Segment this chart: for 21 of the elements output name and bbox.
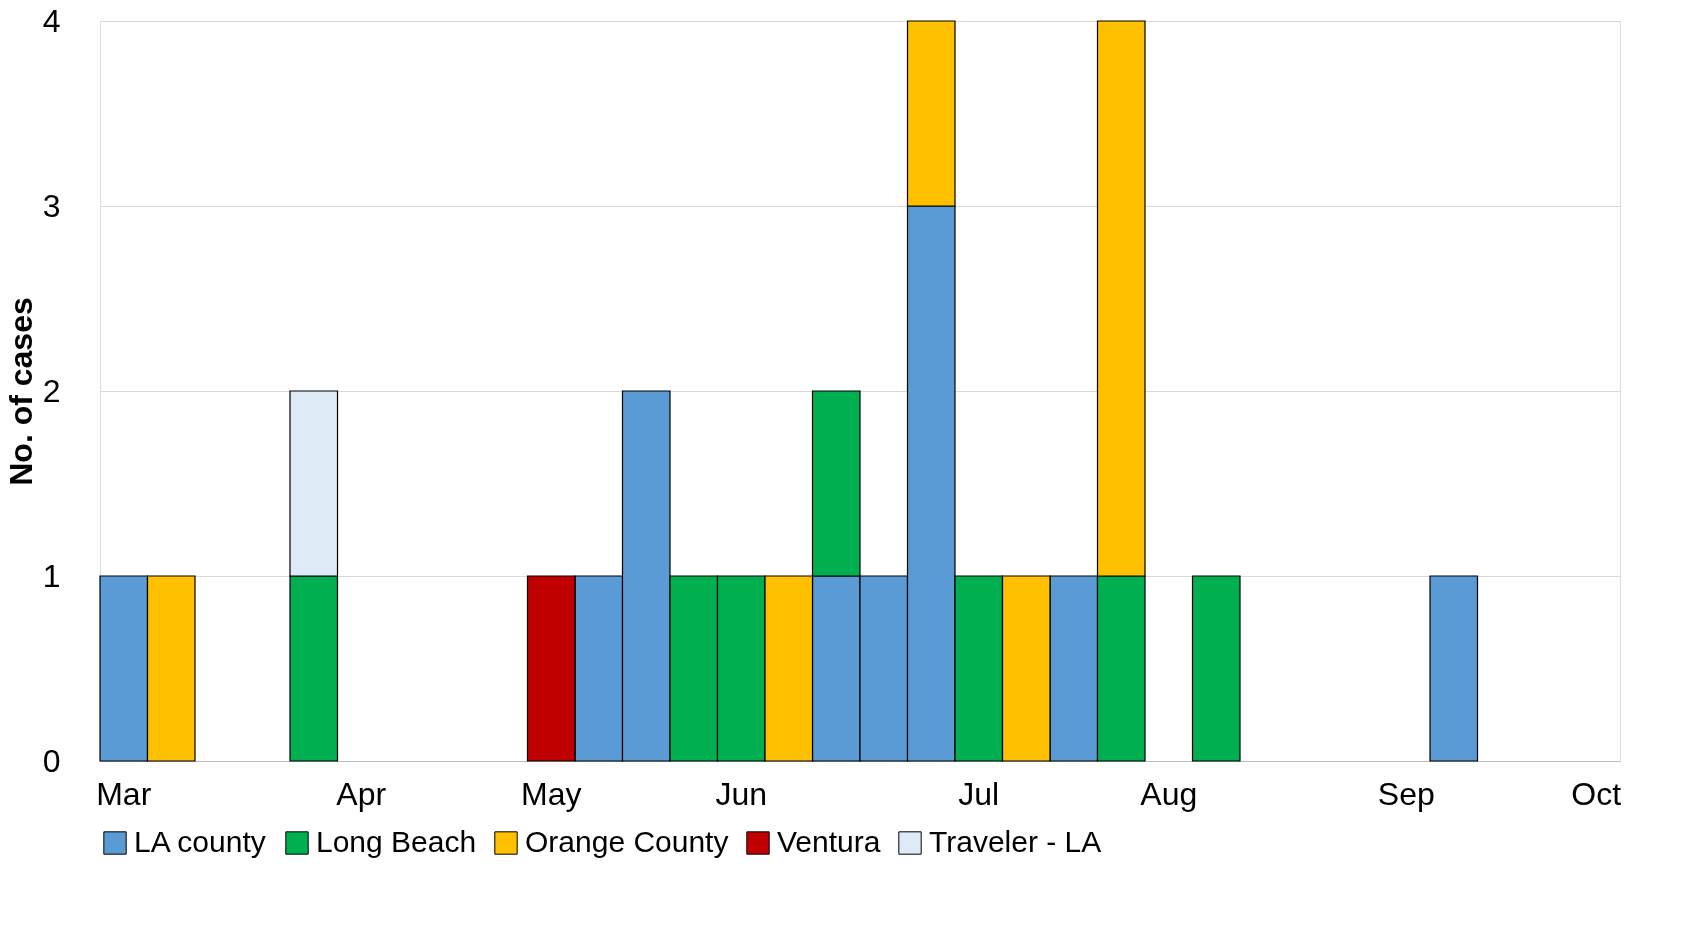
x-tick-label: Jul <box>958 775 1000 812</box>
bar <box>1191 575 1241 762</box>
bar <box>1429 575 1479 762</box>
legend-label: Ventura <box>777 825 881 858</box>
legend-label: Long Beach <box>316 825 477 858</box>
y-tick-label: 0 <box>42 742 61 779</box>
y-tick-label: 2 <box>42 372 61 409</box>
legend-label: LA county <box>134 825 266 858</box>
x-tick-label: Mar <box>96 775 152 812</box>
legend-label: Traveler - LA <box>929 825 1102 858</box>
y-tick-label: 3 <box>42 187 61 224</box>
y-axis-title: No. of cases <box>2 297 39 486</box>
x-tick-label: Oct <box>1571 775 1622 812</box>
y-tick-label: 1 <box>42 557 61 594</box>
x-tick-label: Jun <box>715 775 768 812</box>
legend-label: Orange County <box>525 825 729 858</box>
x-tick-label: Apr <box>336 775 387 812</box>
x-tick-label: May <box>521 775 582 812</box>
y-tick-label: 4 <box>42 2 61 39</box>
x-tick-label: Sep <box>1377 775 1435 812</box>
x-tick-label: Aug <box>1140 775 1198 812</box>
